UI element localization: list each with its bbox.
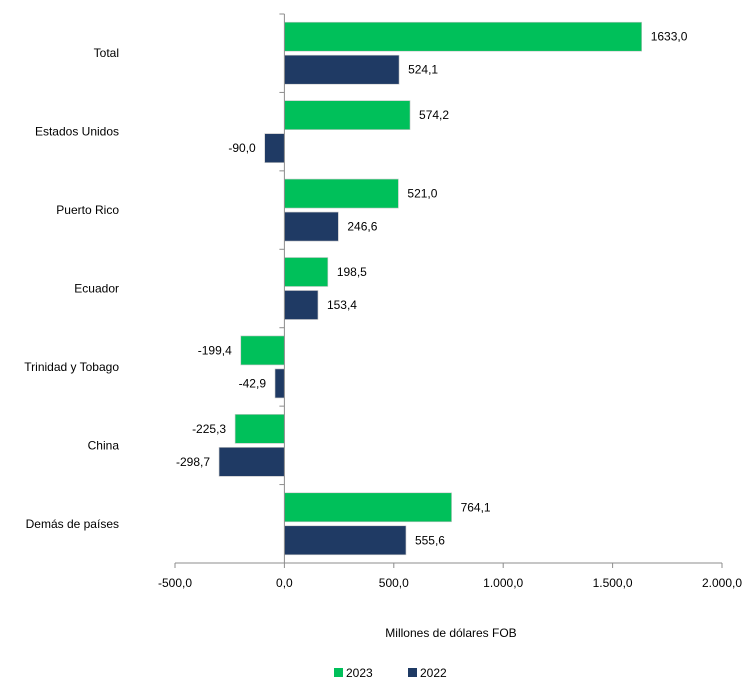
data-label: 574,2 [419,108,449,122]
x-tick-label: 500,0 [379,576,409,590]
data-label: 1633,0 [651,30,688,44]
bar-2023 [284,178,399,209]
bar-2023 [284,257,329,287]
data-label: -298,7 [176,455,210,469]
category-label: Demás de países [26,517,119,531]
x-tick-label: 1.000,0 [483,576,523,590]
category-label: Estados Unidos [35,125,119,139]
legend-label: 2022 [420,666,447,680]
data-label: 198,5 [337,265,367,279]
x-tick-label: -500,0 [158,576,192,590]
bar-2023 [284,21,643,52]
data-label: 246,6 [347,220,377,234]
data-label: -90,0 [228,141,256,155]
x-tick-label: 2.000,0 [702,576,742,590]
category-label: China [88,438,120,452]
legend-swatch [408,668,417,677]
x-axis-title: Millones de dólares FOB [385,626,516,640]
category-labels: Total Estados Unidos Puerto Rico Ecuador Tri… [24,46,119,531]
data-label: -199,4 [198,343,232,357]
x-tick-label: 0,0 [276,576,293,590]
bar-2022 [284,525,407,556]
bar-2022 [274,368,285,399]
data-label: 524,1 [408,63,438,77]
bar-2022 [284,290,319,320]
bar-2023 [284,492,452,523]
legend-label: 2023 [346,666,373,680]
data-labels: 1633,0 524,1 574,2 -90,0 521,0 246,6 198,5 153,… [176,30,688,548]
data-label: -225,3 [192,422,226,436]
x-tick-label: 1.500,0 [593,576,633,590]
category-label: Ecuador [74,282,119,296]
data-label: 555,6 [415,533,445,547]
bar-2022 [284,54,400,85]
data-label: -42,9 [239,376,267,390]
legend: 2023 2022 [334,666,447,680]
bar-2023 [284,100,411,130]
category-label: Trinidad y Tobago [24,360,119,374]
bar-2022 [264,133,285,163]
legend-swatch [334,668,343,677]
category-label: Total [94,46,119,60]
data-label: 764,1 [461,500,491,514]
bar-2022 [284,211,339,242]
bar-2023 [240,335,285,366]
category-label: Puerto Rico [56,203,119,217]
data-label: 153,4 [327,298,357,312]
bar-2022 [218,447,285,477]
bar-2023 [234,414,285,444]
data-label: 521,0 [407,187,437,201]
axes: -500,0 0,0 500,0 1.000,0 1.500,0 2.000,0 [158,13,742,590]
bars [218,21,643,556]
